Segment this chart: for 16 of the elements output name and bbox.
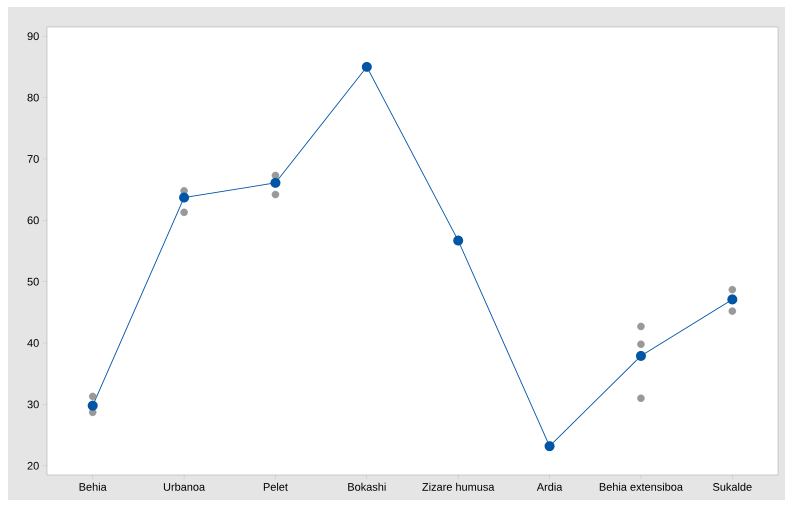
y-tick-label: 50 — [27, 278, 39, 286]
y-tick-label: 90 — [28, 32, 39, 40]
x-tick-label: Pelet — [264, 482, 288, 491]
x-tick-label: Behia extensiboa — [600, 482, 683, 491]
x-tick-label: Zizare humusa — [422, 482, 494, 491]
x-tick-label: Sukalde — [713, 482, 752, 491]
y-tick-label: 60 — [28, 216, 39, 224]
y-tick-label: 30 — [27, 400, 39, 408]
x-tick-label: Behia — [80, 482, 107, 491]
y-tick-label: 70 — [28, 155, 39, 163]
x-tick-label: Bokashi — [348, 482, 386, 491]
y-tick-label: 80 — [28, 94, 39, 102]
y-tick-label: 20 — [28, 462, 39, 470]
y-tick-label: 40 — [27, 339, 39, 347]
x-tick-label: Urbanoa — [164, 482, 206, 491]
x-tick-label: Ardia — [536, 482, 562, 491]
